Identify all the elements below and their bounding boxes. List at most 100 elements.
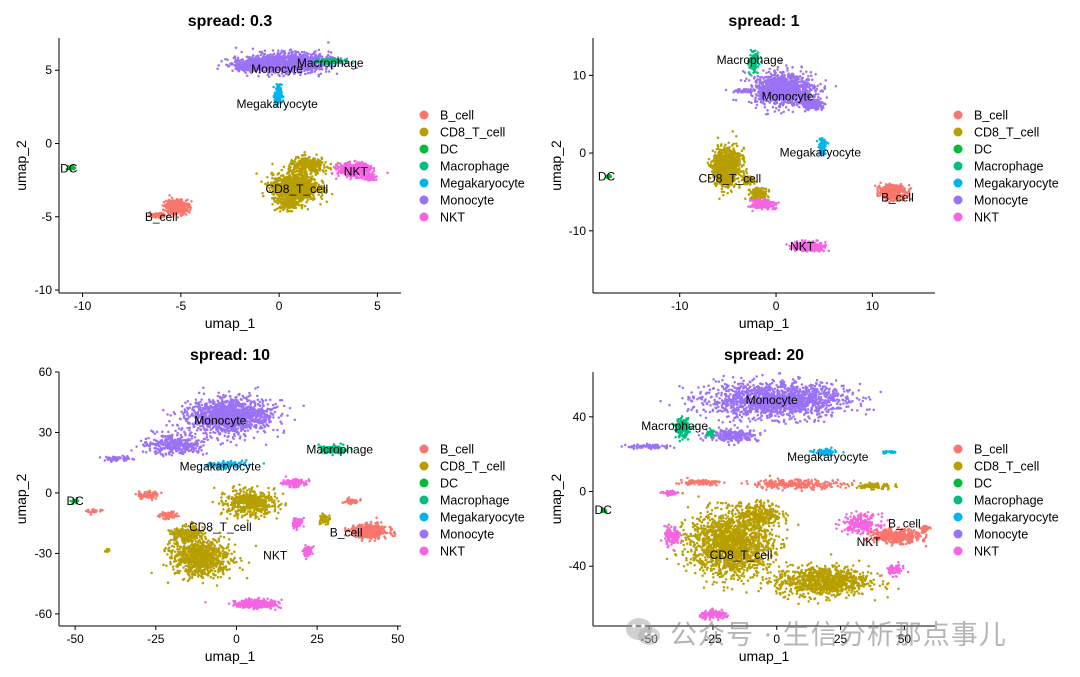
point [786, 66, 789, 70]
point [286, 210, 289, 213]
point [275, 54, 279, 58]
point [368, 168, 372, 172]
point [787, 108, 790, 112]
point [311, 169, 315, 173]
point [807, 74, 810, 78]
point [330, 172, 334, 176]
point [327, 50, 330, 53]
point [294, 173, 297, 177]
cluster-label: Monocyte [251, 62, 303, 76]
cluster-Monocyte [216, 41, 358, 79]
x-tick-label: 0 [276, 299, 283, 313]
point [823, 87, 827, 91]
point [324, 160, 327, 164]
point [186, 210, 190, 213]
point [262, 54, 266, 58]
legend-key [419, 212, 429, 222]
point [348, 160, 352, 163]
point [271, 177, 274, 180]
point [288, 174, 291, 178]
point [293, 170, 296, 173]
point [262, 57, 266, 61]
point [278, 210, 282, 213]
legend-label: DC [440, 143, 458, 157]
point [294, 167, 297, 170]
point [325, 200, 329, 203]
point [280, 206, 283, 210]
point [337, 169, 341, 173]
point [190, 200, 193, 203]
point [336, 172, 339, 175]
point [241, 62, 244, 65]
point [170, 196, 174, 200]
point [298, 176, 301, 179]
y-tick-label: 0 [45, 137, 52, 151]
point [267, 75, 271, 79]
legend-label: Macrophage [440, 160, 510, 174]
point [287, 52, 290, 56]
point [255, 172, 258, 175]
legend-label: B_cell [440, 109, 474, 123]
legend-label: Megakaryocyte [440, 177, 525, 191]
point [366, 178, 370, 182]
point [270, 171, 274, 175]
point [318, 168, 322, 172]
point [244, 67, 247, 71]
point [283, 176, 286, 179]
point [164, 203, 167, 206]
point [220, 59, 223, 63]
point [295, 203, 299, 206]
point [241, 66, 245, 70]
point [293, 203, 296, 207]
point-layer [605, 48, 913, 253]
point [327, 166, 330, 170]
point [168, 194, 171, 197]
point [334, 177, 338, 180]
point [247, 65, 250, 68]
point [773, 110, 777, 113]
point [287, 167, 290, 171]
point [339, 170, 343, 173]
point [300, 206, 304, 210]
point [164, 199, 168, 203]
point [271, 53, 275, 56]
point [252, 57, 255, 61]
point [311, 157, 315, 161]
point [774, 106, 778, 110]
point [743, 79, 747, 83]
point [327, 70, 331, 73]
point [291, 178, 295, 181]
point [286, 204, 290, 208]
point [260, 50, 263, 54]
point [372, 167, 376, 170]
point [734, 98, 738, 102]
point [754, 96, 757, 99]
point [329, 168, 333, 171]
point [322, 170, 325, 173]
point [784, 105, 788, 109]
point [824, 79, 827, 82]
point [260, 180, 263, 183]
panel-title: spread: 0.3 [188, 13, 273, 30]
point [750, 101, 753, 105]
x-tick-label: -10 [74, 299, 92, 313]
point [271, 49, 275, 52]
point [300, 50, 304, 54]
point [324, 172, 328, 175]
point [301, 203, 304, 207]
point [335, 72, 339, 75]
point [290, 159, 293, 162]
point [747, 100, 751, 104]
point [246, 74, 249, 78]
point [809, 70, 813, 74]
point [168, 205, 171, 209]
point [324, 169, 328, 172]
legend-label: Monocyte [440, 194, 494, 208]
point [231, 62, 235, 66]
point [330, 192, 334, 196]
point [340, 165, 343, 169]
point [270, 197, 274, 200]
point [303, 72, 307, 76]
point [277, 92, 281, 95]
point [303, 178, 306, 181]
